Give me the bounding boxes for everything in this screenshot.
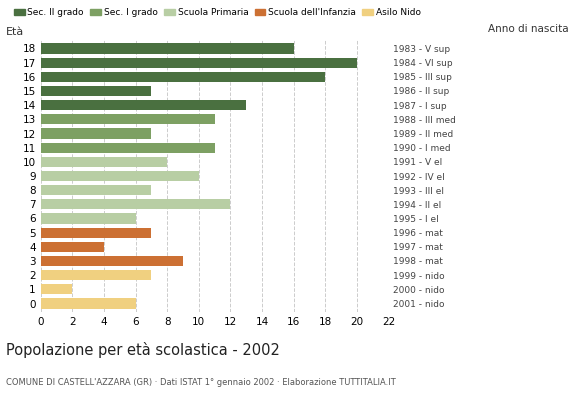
- Bar: [41, 185, 151, 195]
- Bar: [41, 44, 293, 54]
- Bar: [41, 228, 151, 238]
- Bar: [41, 142, 215, 153]
- Bar: [41, 100, 246, 110]
- Bar: [41, 58, 357, 68]
- Bar: [41, 128, 151, 139]
- Text: Anno di nascita: Anno di nascita: [488, 24, 568, 34]
- Bar: [41, 72, 325, 82]
- Bar: [41, 114, 215, 124]
- Bar: [41, 214, 136, 224]
- Bar: [41, 256, 183, 266]
- Bar: [41, 284, 72, 294]
- Bar: [41, 86, 151, 96]
- Bar: [41, 270, 151, 280]
- Bar: [41, 298, 136, 309]
- Text: Popolazione per età scolastica - 2002: Popolazione per età scolastica - 2002: [6, 342, 280, 358]
- Text: Età: Età: [6, 27, 24, 37]
- Bar: [41, 242, 104, 252]
- Bar: [41, 171, 199, 181]
- Bar: [41, 199, 230, 210]
- Legend: Sec. II grado, Sec. I grado, Scuola Primaria, Scuola dell'Infanzia, Asilo Nido: Sec. II grado, Sec. I grado, Scuola Prim…: [10, 4, 425, 21]
- Bar: [41, 157, 167, 167]
- Text: COMUNE DI CASTELL'AZZARA (GR) · Dati ISTAT 1° gennaio 2002 · Elaborazione TUTTIT: COMUNE DI CASTELL'AZZARA (GR) · Dati IST…: [6, 378, 396, 387]
